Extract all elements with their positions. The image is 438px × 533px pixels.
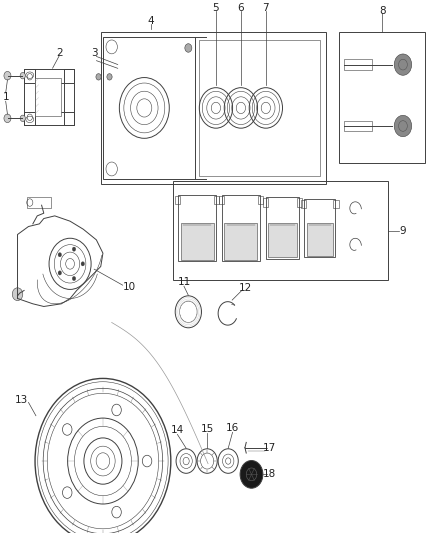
- Bar: [268, 223, 297, 257]
- Bar: [219, 196, 224, 204]
- Bar: [24, 112, 74, 125]
- Text: 17: 17: [263, 443, 276, 453]
- Bar: [333, 199, 339, 208]
- Circle shape: [58, 253, 62, 257]
- Bar: [307, 223, 333, 256]
- Text: 2: 2: [56, 49, 63, 58]
- Bar: [339, 32, 425, 163]
- Bar: [223, 195, 259, 261]
- Text: 12: 12: [239, 283, 252, 293]
- Circle shape: [185, 44, 192, 52]
- Text: 9: 9: [399, 225, 406, 236]
- Circle shape: [72, 247, 76, 251]
- Bar: [263, 198, 268, 207]
- Text: 8: 8: [379, 6, 385, 15]
- Text: 13: 13: [14, 395, 28, 405]
- Text: 3: 3: [91, 49, 98, 58]
- Text: 16: 16: [226, 423, 239, 433]
- Bar: [175, 196, 180, 204]
- Circle shape: [394, 115, 412, 136]
- Bar: [266, 197, 299, 259]
- Bar: [258, 196, 263, 204]
- Text: 10: 10: [123, 282, 136, 292]
- Bar: [27, 197, 51, 208]
- Circle shape: [72, 277, 76, 281]
- Text: 14: 14: [171, 425, 184, 435]
- Circle shape: [81, 262, 85, 266]
- Circle shape: [58, 271, 62, 275]
- Text: 4: 4: [148, 17, 155, 26]
- Bar: [35, 78, 61, 116]
- Text: 1: 1: [2, 92, 9, 102]
- Bar: [24, 69, 35, 125]
- Circle shape: [4, 71, 11, 80]
- Circle shape: [4, 114, 11, 123]
- Bar: [344, 59, 372, 70]
- Text: 7: 7: [262, 3, 269, 13]
- Bar: [24, 69, 74, 83]
- Circle shape: [107, 74, 112, 80]
- Circle shape: [240, 461, 263, 488]
- Text: 5: 5: [212, 3, 219, 13]
- Bar: [64, 69, 74, 125]
- Bar: [179, 195, 216, 261]
- Circle shape: [12, 288, 23, 301]
- Bar: [304, 199, 335, 257]
- Bar: [199, 40, 320, 176]
- Text: 15: 15: [201, 424, 214, 434]
- Bar: [344, 120, 372, 131]
- Circle shape: [394, 54, 412, 75]
- Text: 11: 11: [177, 278, 191, 287]
- Bar: [225, 223, 258, 260]
- Circle shape: [20, 72, 25, 79]
- Bar: [214, 196, 219, 204]
- Bar: [103, 37, 195, 179]
- Bar: [180, 223, 214, 260]
- Text: 18: 18: [263, 470, 276, 479]
- Circle shape: [96, 74, 101, 80]
- Bar: [301, 199, 306, 208]
- Bar: [101, 32, 326, 184]
- Text: 6: 6: [237, 3, 244, 13]
- Bar: [297, 198, 302, 207]
- Circle shape: [20, 115, 25, 122]
- Bar: [173, 181, 388, 280]
